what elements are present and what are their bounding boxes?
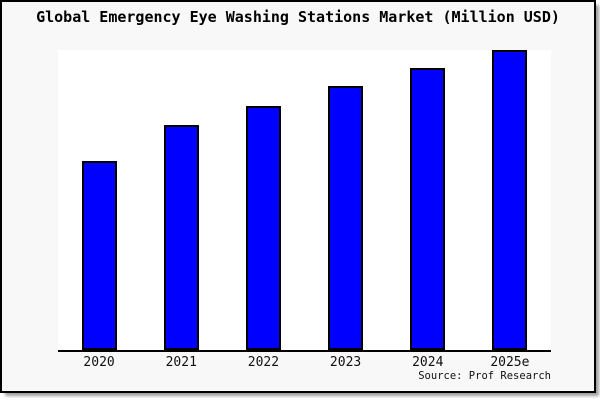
bar-2025e — [492, 50, 528, 350]
chart-title: Global Emergency Eye Washing Stations Ma… — [36, 8, 560, 26]
plot-area — [58, 50, 551, 352]
x-tick-2021: 2021 — [165, 355, 197, 370]
source-label: Source: Prof Research — [418, 370, 551, 382]
x-tick-2020: 2020 — [83, 355, 115, 370]
bar-2024 — [410, 68, 446, 350]
bar-2021 — [163, 125, 199, 350]
x-tick-2024: 2024 — [412, 355, 444, 370]
chart-window: Global Emergency Eye Washing Stations Ma… — [0, 0, 596, 393]
bar-2020 — [81, 161, 117, 350]
bar-2022 — [245, 105, 281, 350]
x-tick-2022: 2022 — [247, 355, 280, 370]
x-axis: 2020 2021 2022 2023 2024 2025e — [58, 355, 551, 371]
x-tick-2023: 2023 — [329, 355, 362, 370]
bar-2023 — [328, 86, 364, 350]
x-tick-2025e: 2025e — [490, 355, 530, 370]
